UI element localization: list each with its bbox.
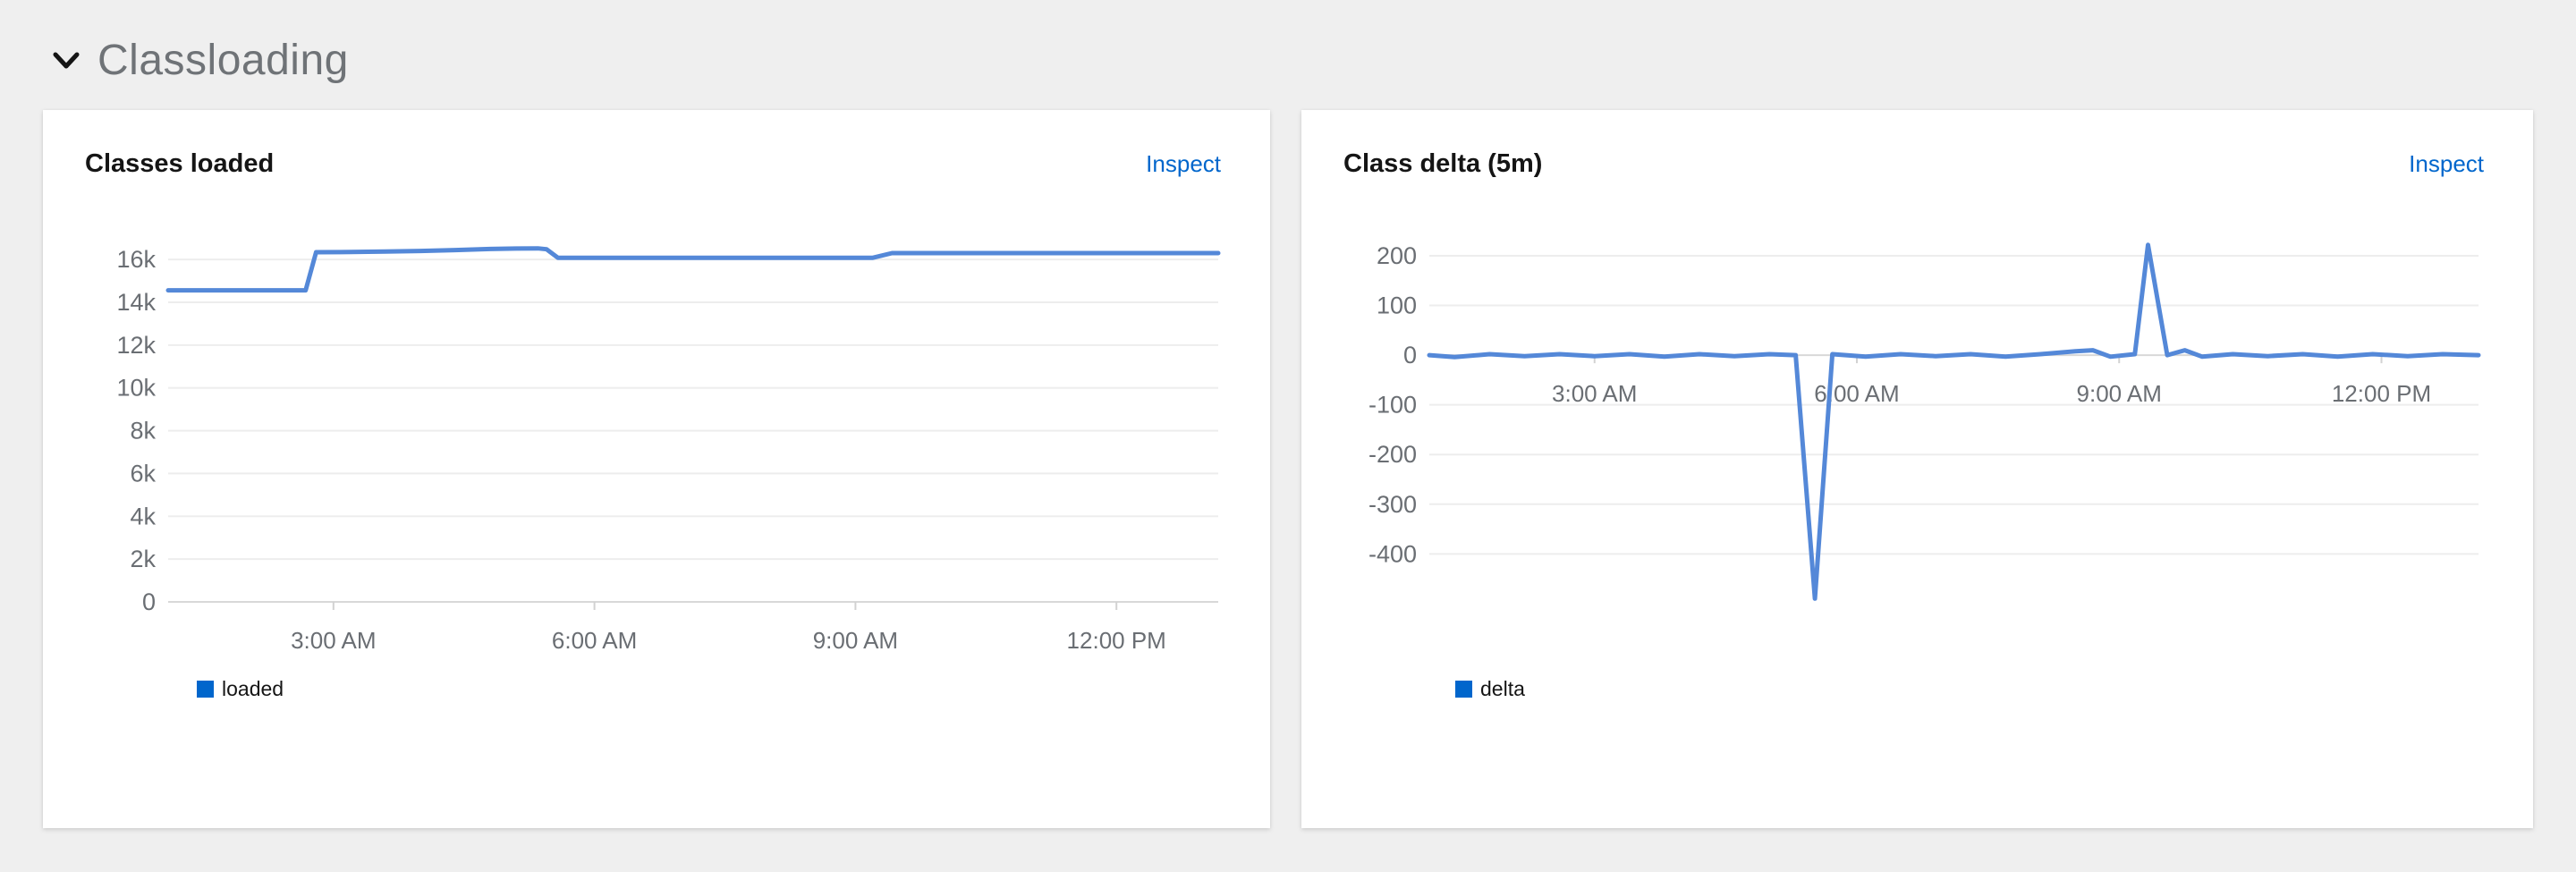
y-tick-label: 200 (1377, 242, 1417, 269)
y-tick-label: 0 (1403, 342, 1417, 368)
chart-card-classes-loaded: Classes loaded Inspect 16k 14k 12k 10k 8k 6k 4… (43, 110, 1270, 828)
line-chart-classes-loaded[interactable]: 16k 14k 12k 10k 8k 6k 4k 2k 0 3:00 AM 6:00 AM 9:00 … (43, 110, 1270, 828)
legend-label: delta (1480, 677, 1525, 700)
legend-item-delta[interactable]: delta (1455, 677, 1525, 701)
chevron-down-icon (53, 52, 80, 69)
inspect-link[interactable]: Inspect (1146, 150, 1221, 177)
y-tick-label: -300 (1368, 491, 1417, 518)
y-tick-label: 100 (1377, 292, 1417, 319)
x-tick-label: 9:00 AM (813, 627, 898, 654)
y-tick-label: -400 (1368, 540, 1417, 567)
y-tick-label: 12k (116, 332, 156, 359)
y-tick-label: 16k (116, 246, 156, 273)
chart-card-class-delta: Class delta (5m) Inspect 200 100 0 -100 -200… (1301, 110, 2533, 828)
y-tick-label: 8k (130, 418, 156, 444)
card-header: Classes loaded Inspect (85, 149, 1221, 179)
x-tick-label: 12:00 PM (1067, 627, 1166, 654)
legend-swatch (1455, 681, 1472, 698)
legend-item-loaded[interactable]: loaded (197, 677, 284, 701)
y-tick-label: -200 (1368, 441, 1417, 468)
y-tick-label: 0 (142, 588, 156, 615)
section-title: Classloading (97, 37, 349, 84)
x-tick-label: 6:00 AM (552, 627, 637, 654)
x-tick-label: 3:00 AM (291, 627, 376, 654)
legend-swatch (197, 681, 214, 698)
y-tick-label: 14k (116, 289, 156, 316)
section-collapse-button[interactable] (51, 48, 81, 72)
card-header: Class delta (5m) Inspect (1343, 149, 2484, 179)
x-tick-label: 12:00 PM (2332, 380, 2431, 407)
chart-title: Class delta (5m) (1343, 149, 1543, 178)
series-line-loaded (165, 246, 1221, 293)
y-tick-label: 6k (130, 460, 156, 487)
inspect-link[interactable]: Inspect (2409, 150, 2484, 177)
chart-title: Classes loaded (85, 149, 275, 178)
legend-label: loaded (222, 677, 284, 700)
y-tick-label: -100 (1368, 392, 1417, 419)
y-tick-label: 4k (130, 503, 156, 529)
x-tick-label: 9:00 AM (2077, 380, 2162, 407)
y-tick-label: 2k (130, 546, 156, 572)
x-tick-label: 3:00 AM (1552, 380, 1637, 407)
y-tick-label: 10k (116, 375, 156, 402)
series-line-delta (1427, 242, 2481, 601)
section-header: Classloading (51, 36, 349, 85)
